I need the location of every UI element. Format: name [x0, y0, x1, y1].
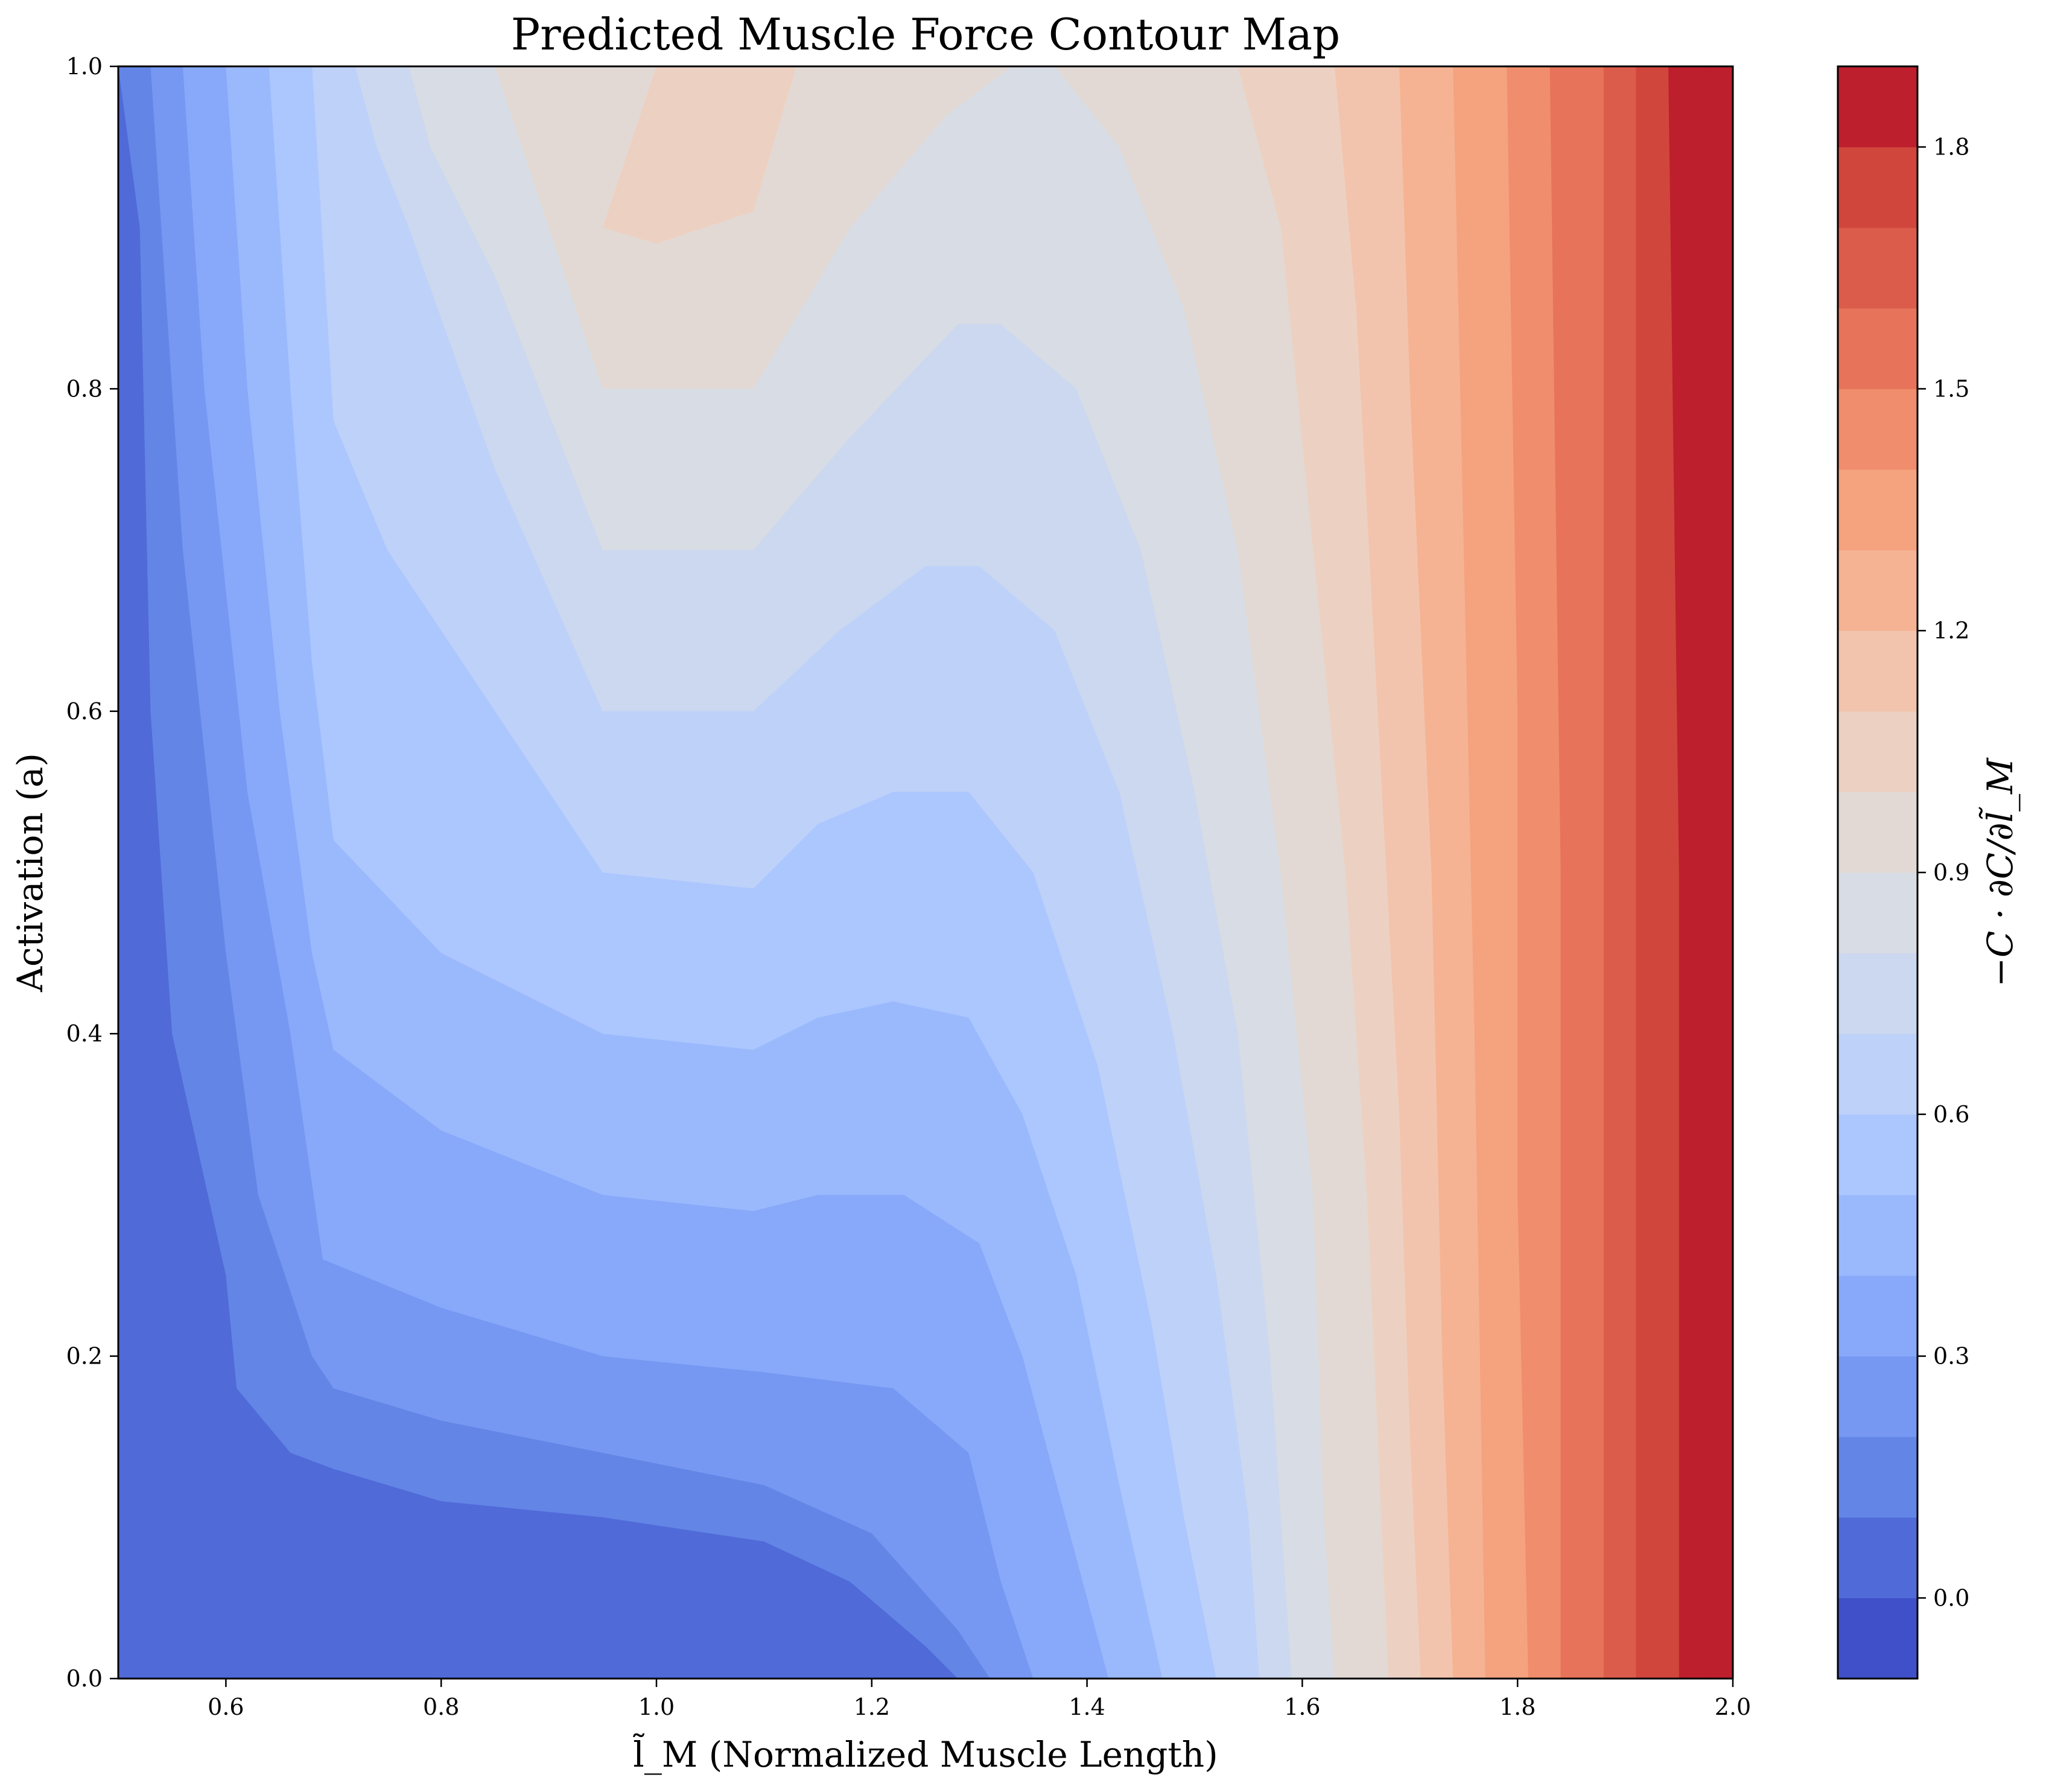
x-tick-label: 1.8 [1499, 1694, 1536, 1720]
colorbar-band [1838, 1114, 1917, 1195]
colorbar-band [1838, 227, 1917, 309]
colorbar-band [1838, 1598, 1917, 1679]
colorbar-band [1838, 389, 1917, 470]
chart-title: Predicted Muscle Force Contour Map [511, 9, 1340, 60]
x-tick-label: 0.6 [208, 1694, 244, 1720]
colorbar-tick-label: 0.6 [1933, 1101, 1969, 1128]
colorbar-band [1838, 631, 1917, 712]
x-tick-label: 1.4 [1069, 1694, 1105, 1720]
colorbar [1838, 66, 1917, 1679]
colorbar-band [1838, 1276, 1917, 1357]
y-tick-label: 0.2 [66, 1343, 103, 1370]
colorbar-band [1838, 1195, 1917, 1276]
colorbar-tick-label: 1.5 [1933, 375, 1969, 402]
colorbar-band [1838, 550, 1917, 631]
x-tick-label: 0.8 [423, 1694, 459, 1720]
colorbar-band [1838, 711, 1917, 792]
colorbar-band [1838, 147, 1917, 228]
x-tick-label: 1.6 [1284, 1694, 1320, 1720]
contour-field [118, 66, 1733, 1679]
colorbar-tick-label: 1.2 [1933, 617, 1969, 644]
colorbar-band [1838, 953, 1917, 1034]
colorbar-tick-label: 0.9 [1933, 859, 1969, 886]
x-axis-label: l̃_M (Normalized Muscle Length) [633, 1732, 1218, 1775]
colorbar-band [1838, 66, 1917, 148]
y-tick-label: 1.0 [66, 53, 103, 80]
x-tick-label: 1.0 [638, 1694, 675, 1720]
y-axis-ticks: 0.0 0.2 0.4 0.6 0.8 1.0 [66, 53, 118, 1692]
colorbar-tick-label: 1.8 [1933, 134, 1969, 160]
x-axis-ticks: 0.6 0.8 1.0 1.2 1.4 1.6 1.8 2.0 [208, 1679, 1751, 1720]
y-tick-label: 0.6 [66, 698, 103, 725]
colorbar-band [1838, 1034, 1917, 1115]
contour-band-1.9 [1711, 66, 1733, 1679]
y-tick-label: 0.4 [66, 1020, 103, 1047]
contour-band-0 [118, 1674, 226, 1679]
colorbar-band [1838, 792, 1917, 873]
y-axis-label: Activation (a) [10, 753, 51, 993]
colorbar-band [1838, 469, 1917, 551]
colorbar-band [1838, 1437, 1917, 1518]
contour-band-1 [602, 66, 796, 244]
x-tick-label: 1.2 [854, 1694, 890, 1720]
colorbar-frame [1837, 65, 1919, 1680]
colorbar-tick-label: 0.3 [1933, 1343, 1969, 1370]
colorbar-band [1838, 872, 1917, 954]
colorbar-band [1838, 1356, 1917, 1437]
colorbar-tick-label: 0.0 [1933, 1584, 1969, 1611]
colorbar-label: −C · ∂C/∂l̃_M [1978, 757, 2021, 987]
x-tick-label: 2.0 [1715, 1694, 1751, 1720]
colorbar-band [1838, 308, 1917, 389]
y-tick-label: 0.8 [66, 375, 103, 402]
plot-frame [117, 65, 1734, 1680]
y-tick-label: 0.0 [66, 1665, 103, 1692]
colorbar-ticks: 0.0 0.3 0.6 0.9 1.2 1.5 1.8 [1917, 134, 1969, 1611]
colorbar-band [1838, 1517, 1917, 1598]
